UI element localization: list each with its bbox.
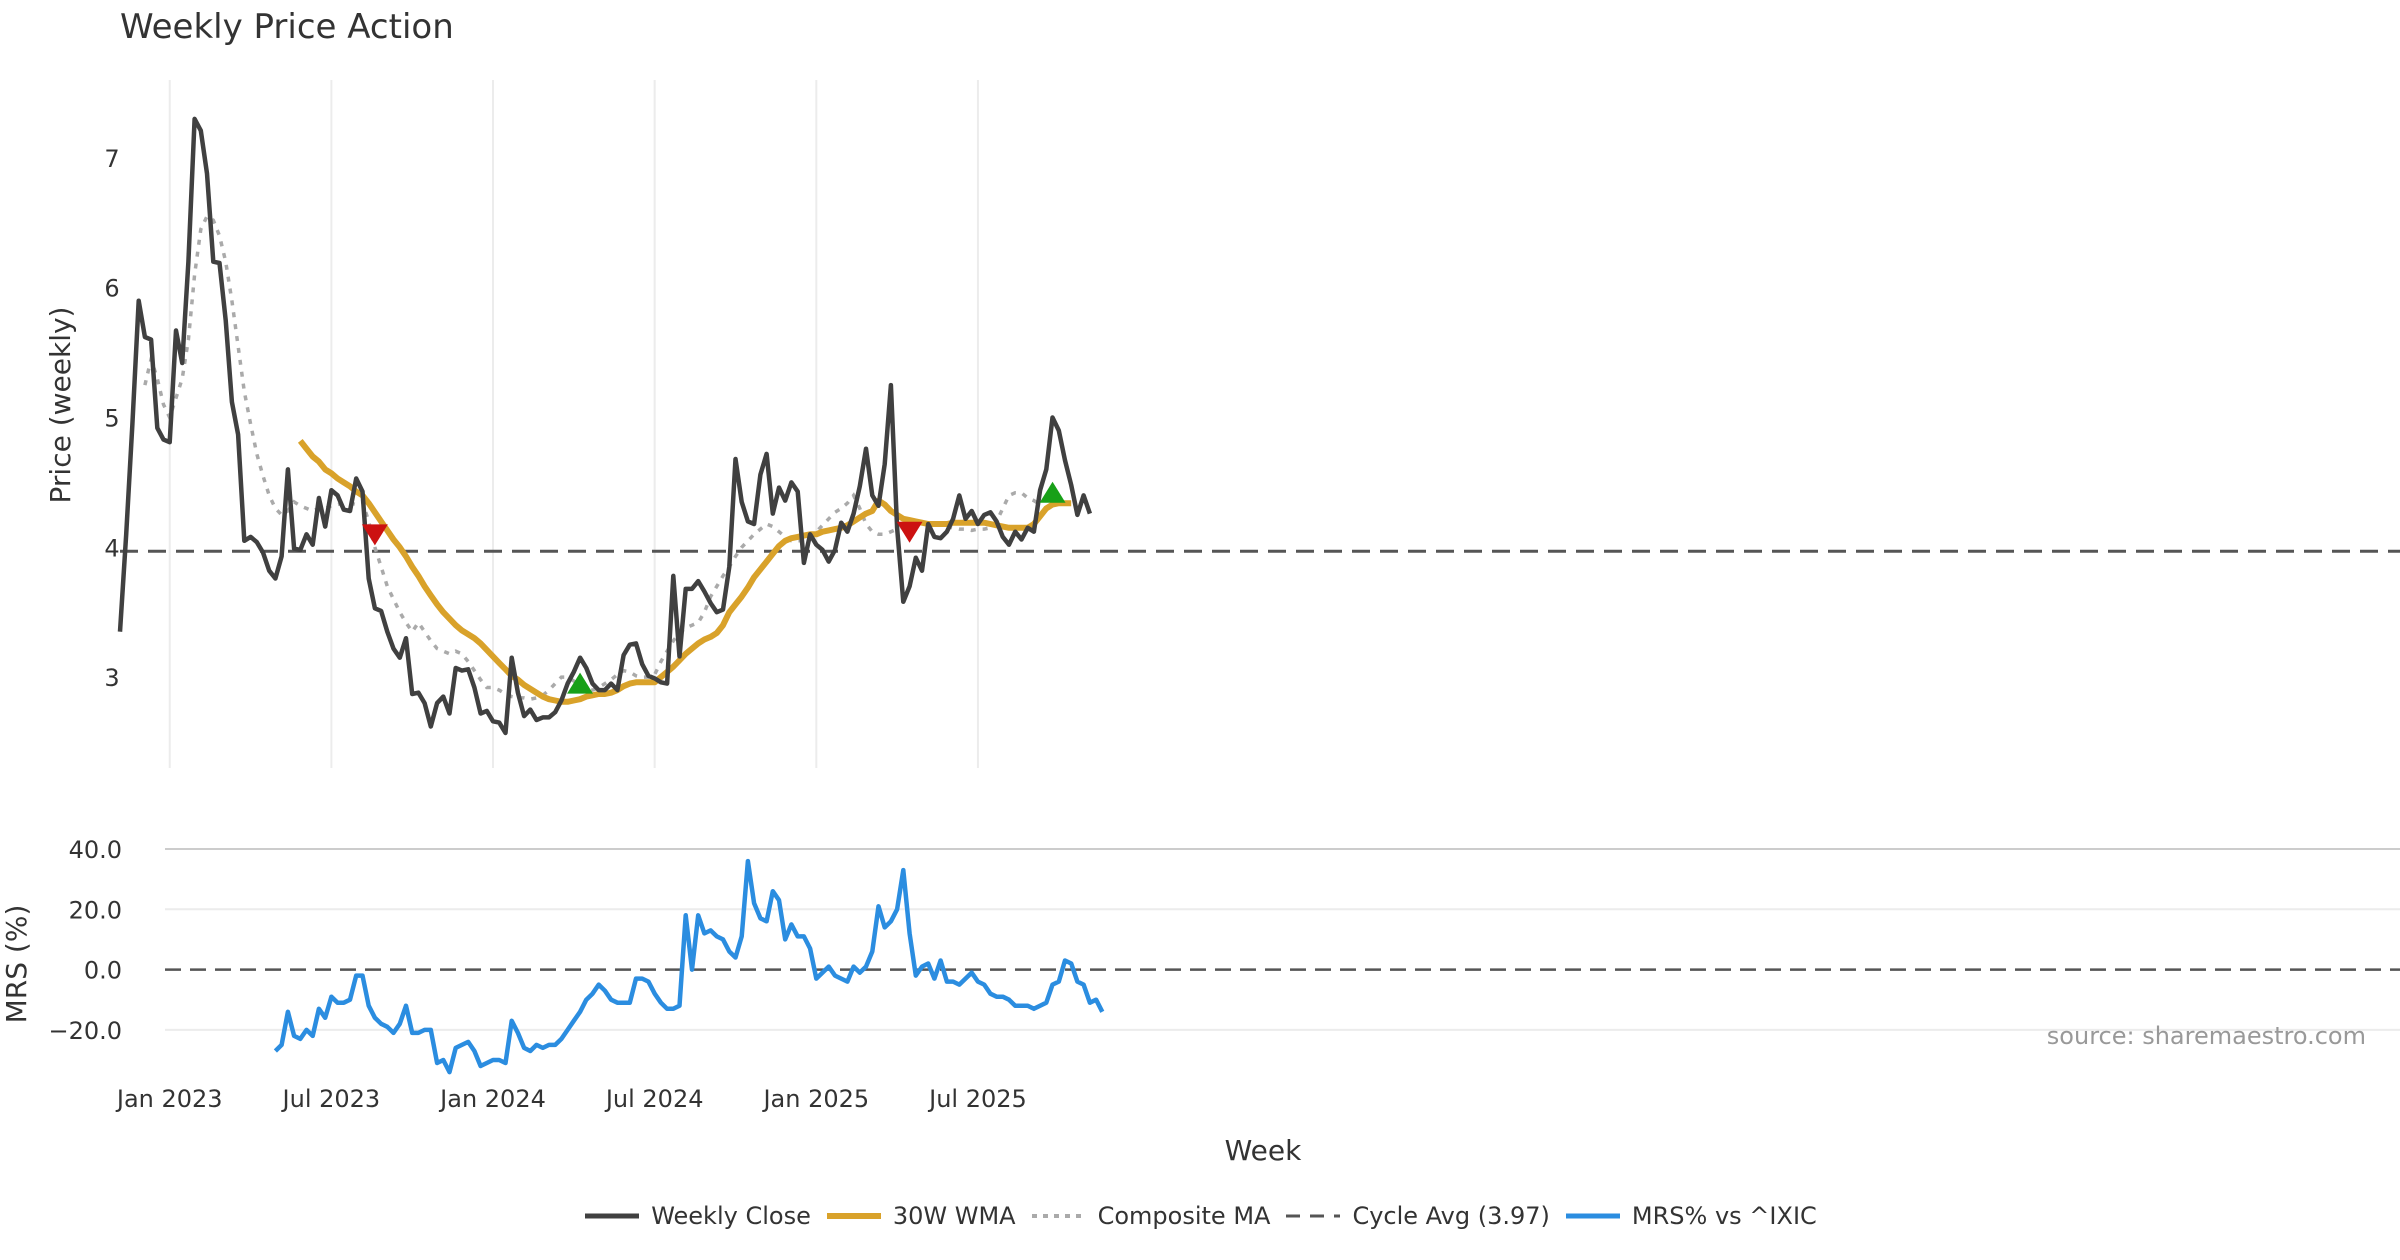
x-ticks: Jan 2023 Jul 2023 Jan 2024 Jul 2024 Jan 2025… — [115, 1085, 1027, 1113]
wma-30w-line — [297, 439, 1072, 705]
mrs-y-tick: 40.0 — [69, 836, 122, 864]
x-tick-label: Jul 2023 — [281, 1085, 381, 1113]
x-tick-label: Jul 2024 — [604, 1085, 704, 1113]
legend-item-weekly-close: Weekly Close — [583, 1202, 811, 1230]
legend-label-mrs: MRS% vs ^IXIC — [1631, 1202, 1817, 1230]
price-y-tick: 5 — [104, 405, 119, 433]
vertical-gridlines — [168, 80, 979, 768]
legend-label-cycle: Cycle Avg (3.97) — [1352, 1202, 1550, 1230]
price-y-tick: 4 — [104, 534, 119, 562]
price-y-tick: 3 — [104, 664, 119, 692]
x-tick-label: Jan 2024 — [438, 1085, 546, 1113]
sell-marker — [361, 524, 388, 546]
chart-svg: Weekly Price Action 3 4 5 6 7 Price (weekly)… — [0, 7, 2400, 1167]
mrs-y-axis-label: MRS (%) — [0, 905, 33, 1024]
buy-marker — [567, 672, 594, 694]
x-tick-label: Jan 2025 — [761, 1085, 869, 1113]
legend-label-wma: 30W WMA — [892, 1202, 1016, 1230]
sell-marker — [896, 521, 923, 543]
price-y-ticks: 3 4 5 6 7 — [104, 145, 119, 692]
legend-swatch-cycle — [1286, 1214, 1341, 1218]
composite-ma-line — [143, 213, 1042, 701]
legend-label-weekly-close: Weekly Close — [651, 1202, 811, 1230]
x-tick-label: Jul 2025 — [927, 1085, 1027, 1113]
buy-marker — [1039, 481, 1066, 503]
legend: Weekly Close 30W WMA Composite MA Cycle … — [0, 1202, 2400, 1230]
chart-title: Weekly Price Action — [120, 7, 454, 47]
weekly-close-line — [117, 116, 1093, 736]
price-y-tick: 6 — [104, 275, 119, 303]
mrs-y-ticks: 40.0 20.0 0.0 −20.0 — [48, 836, 122, 1045]
legend-swatch-mrs — [1565, 1213, 1620, 1219]
legend-swatch-weekly-close — [585, 1213, 640, 1219]
legend-item-cycle: Cycle Avg (3.97) — [1284, 1202, 1550, 1230]
signal-markers — [361, 481, 1066, 694]
mrs-gridlines — [165, 908, 2400, 1031]
legend-swatch-wma — [826, 1213, 881, 1219]
legend-swatch-composite — [1031, 1214, 1086, 1218]
mrs-y-tick: 20.0 — [69, 896, 122, 924]
legend-label-composite: Composite MA — [1097, 1202, 1271, 1230]
mrs-y-tick: −20.0 — [48, 1017, 122, 1045]
legend-item-composite: Composite MA — [1030, 1202, 1271, 1230]
price-y-tick: 7 — [104, 145, 119, 173]
source-annotation: source: sharemaestro.com — [2047, 1022, 2366, 1050]
legend-item-wma: 30W WMA — [825, 1202, 1016, 1230]
x-tick-label: Jan 2023 — [115, 1085, 223, 1113]
legend-item-mrs: MRS% vs ^IXIC — [1564, 1202, 1817, 1230]
price-y-axis-label: Price (weekly) — [44, 307, 77, 504]
mrs-y-tick: 0.0 — [84, 957, 122, 985]
x-axis-label: Week — [1225, 1134, 1302, 1167]
mrs-line — [273, 858, 1105, 1075]
